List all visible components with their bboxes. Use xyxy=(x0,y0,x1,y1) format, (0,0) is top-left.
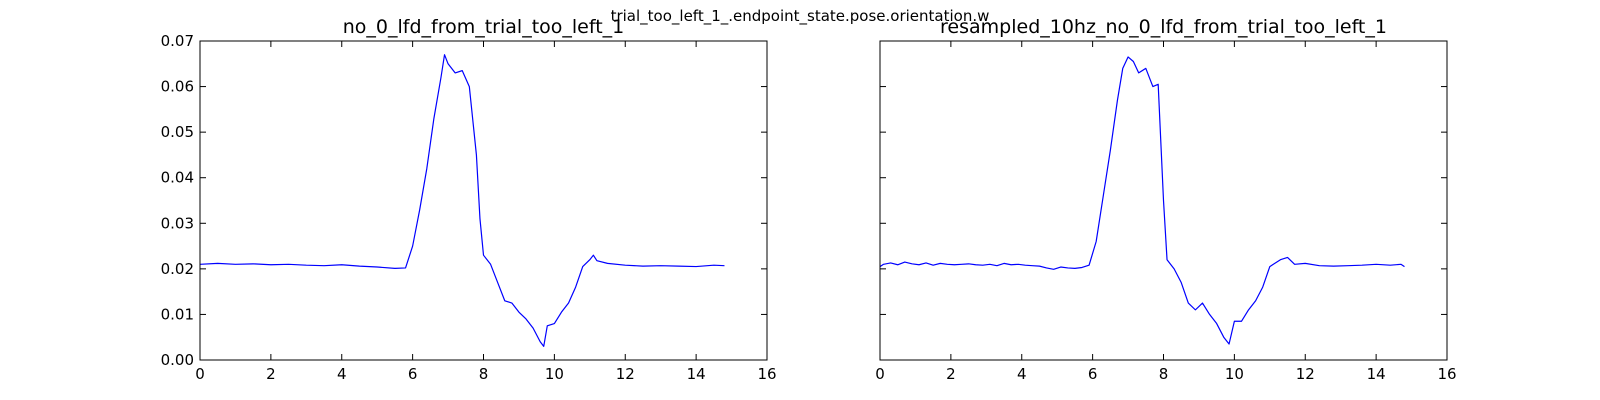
x-tick-label: 2 xyxy=(946,365,956,383)
x-tick-label: 12 xyxy=(1296,365,1315,383)
x-tick-label: 4 xyxy=(1017,365,1027,383)
x-tick-label: 8 xyxy=(1159,365,1169,383)
right-plot: resampled_10hz_no_0_lfd_from_trial_too_l… xyxy=(875,16,1456,383)
series-line xyxy=(879,56,1405,345)
x-tick-label: 0 xyxy=(875,365,885,383)
x-tick-label: 10 xyxy=(545,365,564,383)
plot-title: resampled_10hz_no_0_lfd_from_trial_too_l… xyxy=(940,16,1387,38)
x-tick-label: 6 xyxy=(408,365,418,383)
x-tick-label: 6 xyxy=(1088,365,1098,383)
plot-frame xyxy=(199,40,768,361)
x-tick-label: 4 xyxy=(337,365,347,383)
y-tick-label: 0.05 xyxy=(161,123,194,141)
x-tick-label: 10 xyxy=(1225,365,1244,383)
series-line xyxy=(199,54,725,347)
y-tick-label: 0.07 xyxy=(161,32,194,50)
x-tick-label: 8 xyxy=(479,365,489,383)
y-tick-label: 0.04 xyxy=(161,169,194,187)
y-tick-label: 0.02 xyxy=(161,260,194,278)
y-tick-label: 0.01 xyxy=(161,305,194,323)
x-tick-label: 14 xyxy=(1367,365,1386,383)
left-plot: no_0_lfd_from_trial_too_left_1 0 2 4 6 8 10 12 1… xyxy=(161,16,777,383)
x-tick-label: 12 xyxy=(616,365,635,383)
x-tick-label: 16 xyxy=(1437,365,1456,383)
plot-frame xyxy=(879,40,1448,361)
y-tick-label: 0.03 xyxy=(161,214,194,232)
y-tick-label: 0.00 xyxy=(161,351,194,369)
plot-title: no_0_lfd_from_trial_too_left_1 xyxy=(343,16,625,38)
x-tick-label: 14 xyxy=(687,365,706,383)
figure-title: trial_too_left_1_.endpoint_state.pose.or… xyxy=(611,7,990,26)
x-tick-label: 16 xyxy=(757,365,776,383)
x-tick-label: 0 xyxy=(195,365,205,383)
y-tick-label: 0.06 xyxy=(161,78,194,96)
x-tick-label: 2 xyxy=(266,365,276,383)
